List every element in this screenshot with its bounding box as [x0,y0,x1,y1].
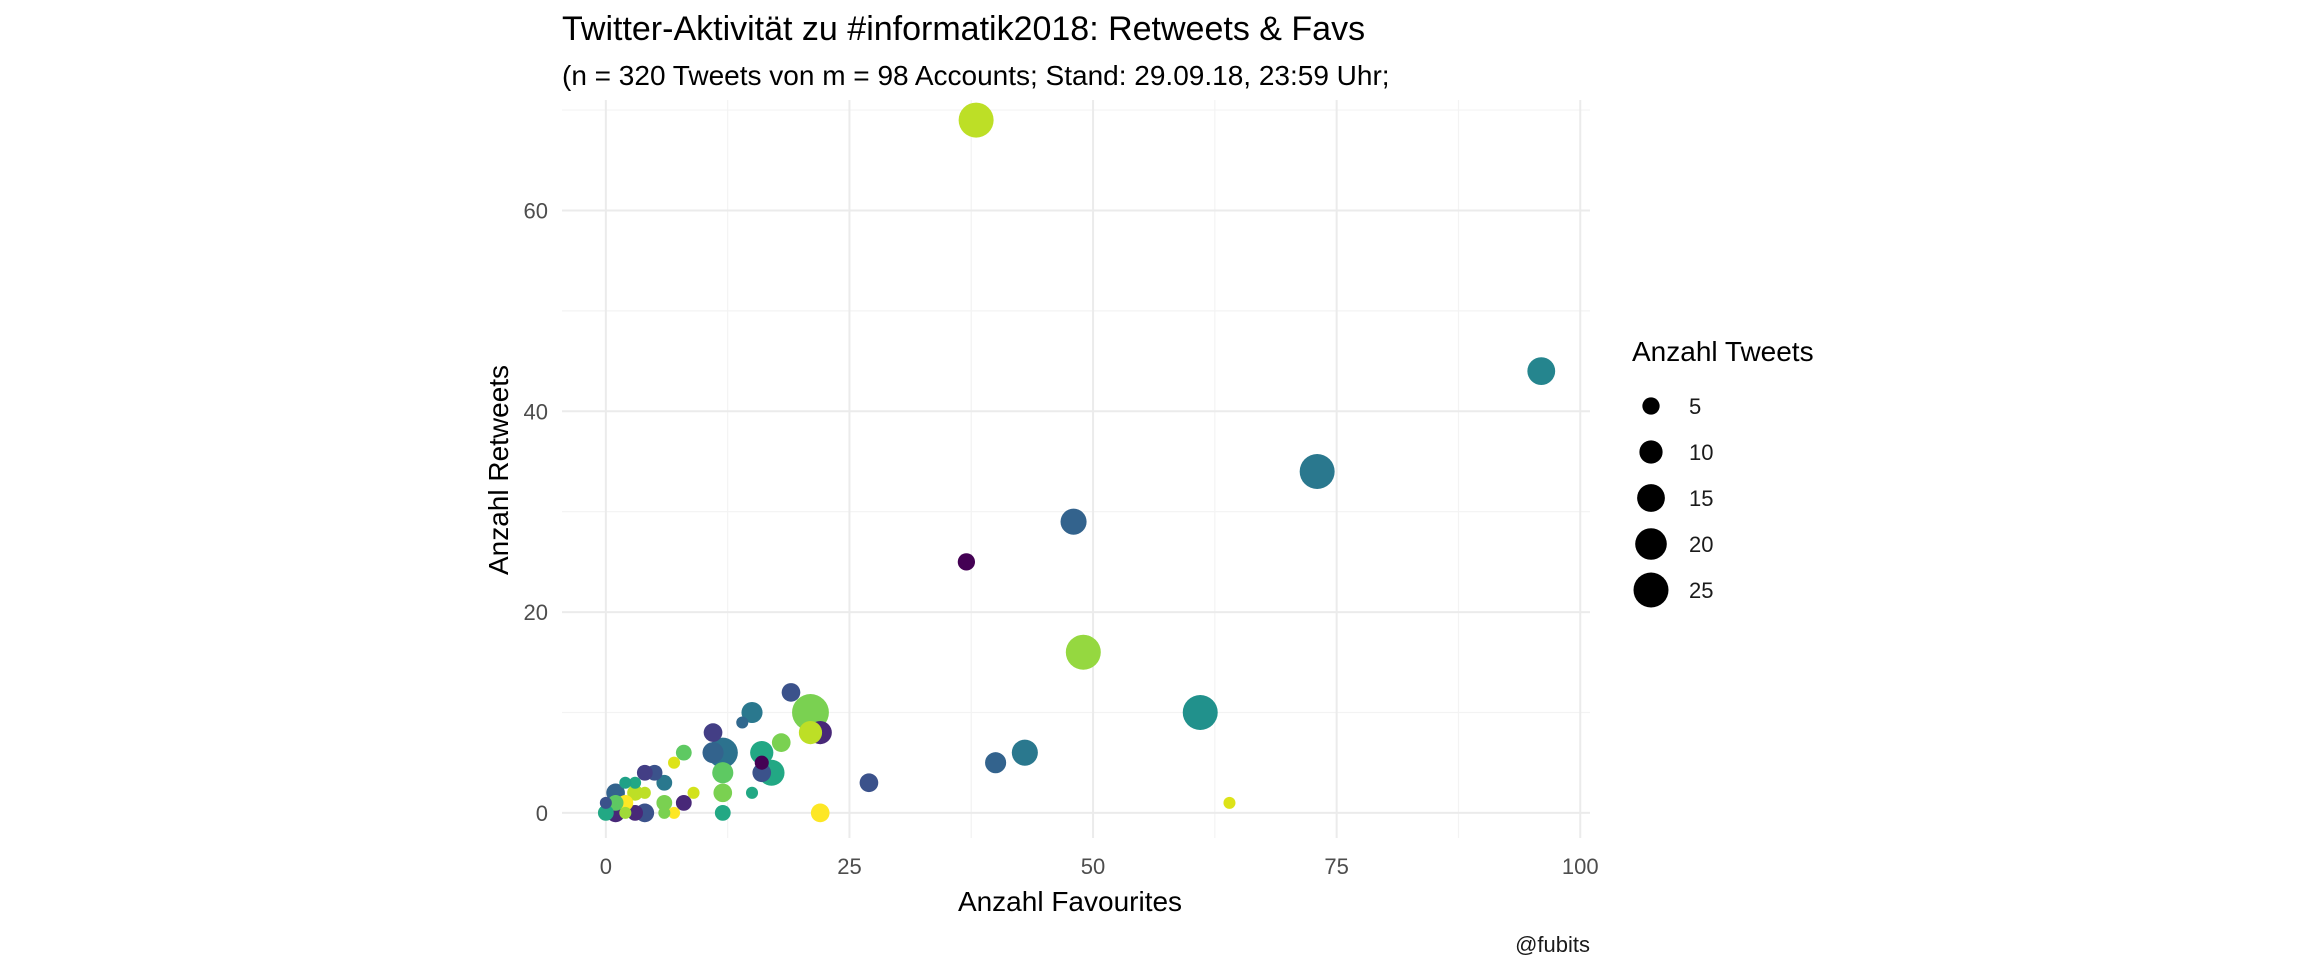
legend-label: 5 [1689,394,1701,419]
data-point [627,784,643,801]
y-axis-title: Anzahl Retweets [483,365,514,575]
data-point [1182,694,1218,730]
legend-key [1635,528,1667,560]
data-point [1223,796,1236,809]
y-tick-label: 60 [524,198,548,223]
data-point [754,755,769,770]
data-point [599,796,612,809]
data-point [1299,454,1335,490]
data-point [745,786,759,799]
data-point [597,804,614,821]
data-point [619,806,632,819]
legend-key [1642,397,1660,415]
legend-title: Anzahl Tweets [1632,336,1814,367]
data-point [607,794,624,811]
y-axis-tick-labels: 0 20 40 60 [524,198,548,825]
data-point [668,806,681,819]
data-point [957,553,976,571]
x-tick-label: 100 [1562,854,1599,879]
data-point [675,744,692,761]
y-tick-label: 40 [524,399,548,424]
data-point [985,752,1007,774]
chart-subtitle: (n = 320 Tweets von m = 98 Accounts; Sta… [562,60,1390,91]
data-point [656,794,673,811]
data-point [750,741,774,765]
legend-key [1639,440,1663,464]
legend-key [1637,484,1665,512]
data-point [702,742,724,764]
chart-title: Twitter-Aktivität zu #informatik2018: Re… [562,10,1365,48]
data-point [627,804,643,821]
data-point [958,102,994,138]
data-point [712,762,734,784]
data-point [1060,508,1087,535]
major-gridlines [562,100,1590,838]
legend: 5 10 15 20 25 [1633,394,1713,608]
data-point [741,701,763,724]
data-point [752,763,772,783]
data-point [771,733,791,752]
y-tick-label: 0 [536,801,548,826]
x-tick-label: 25 [837,854,861,879]
data-point [636,764,653,781]
data-point [810,803,830,823]
x-axis-tick-labels: 0 25 50 75 100 [600,854,1599,879]
x-axis-title: Anzahl Favourites [958,886,1182,917]
data-point [713,783,733,803]
data-point [658,806,671,819]
data-points [597,102,1556,823]
legend-label: 20 [1689,532,1713,557]
data-point [714,804,731,821]
data-point [798,720,823,745]
data-point [703,723,723,742]
data-point [859,773,879,793]
data-point [736,716,749,729]
data-point [675,794,692,811]
data-point [1065,634,1101,670]
legend-label: 10 [1689,440,1713,465]
data-point [1011,739,1038,766]
x-tick-label: 0 [600,854,612,879]
data-point [629,776,642,789]
data-point [1527,357,1556,385]
legend-label: 15 [1689,486,1713,511]
data-point [781,683,801,702]
data-point [687,786,700,799]
data-point [638,786,651,799]
y-tick-label: 20 [524,600,548,625]
x-tick-label: 50 [1081,854,1105,879]
chart-caption: @fubits [1515,932,1590,957]
data-point [668,756,681,769]
data-point [619,776,632,789]
legend-label: 25 [1689,578,1713,603]
x-tick-label: 75 [1324,854,1348,879]
data-point [656,774,673,791]
legend-key [1633,572,1669,608]
